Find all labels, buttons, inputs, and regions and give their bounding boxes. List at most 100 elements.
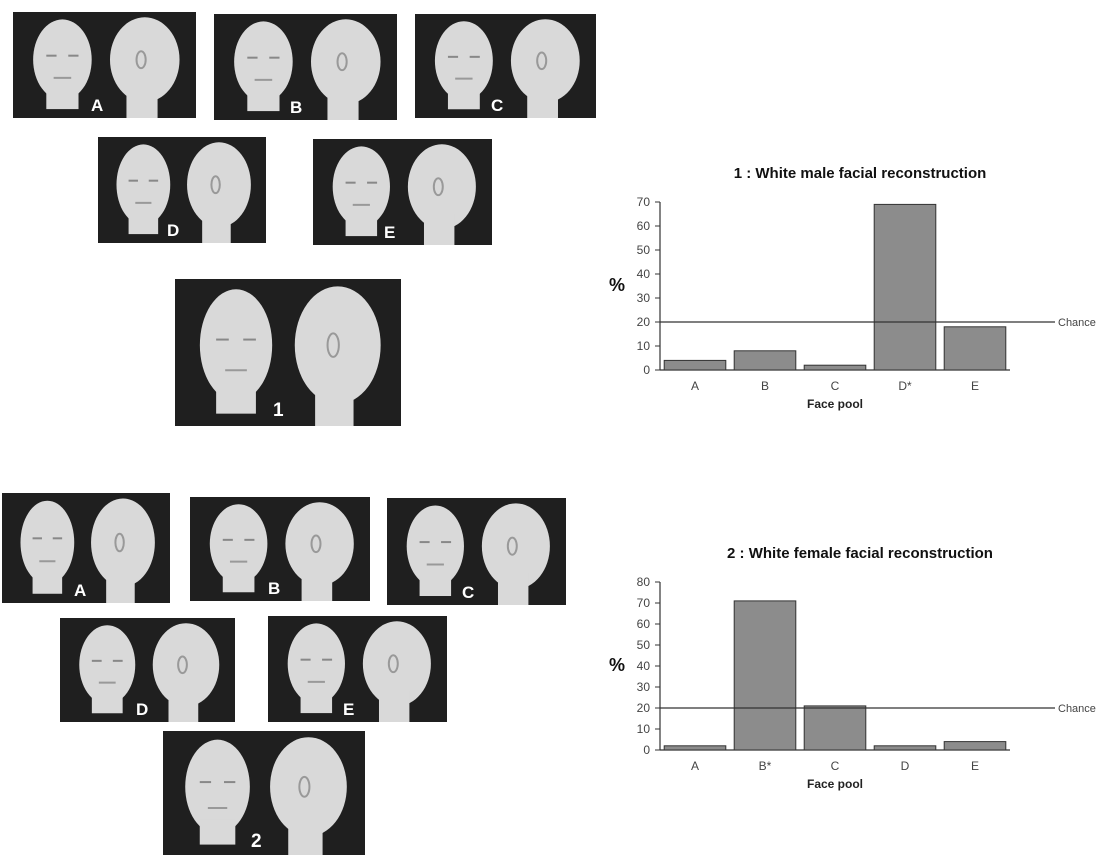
y-tick-label: 40 xyxy=(637,267,651,281)
bar-chart-2: 2 : White female facial reconstruction% 0… xyxy=(590,530,1105,830)
face-panel-1-D: D xyxy=(98,137,266,243)
y-tick-label: 10 xyxy=(637,339,651,353)
profile-head-icon xyxy=(510,19,580,118)
profile-head-icon xyxy=(270,737,347,855)
front-head-icon xyxy=(209,504,268,593)
profile-head-icon xyxy=(152,623,220,722)
heads-illustration xyxy=(33,17,180,118)
x-tick-label: D xyxy=(901,759,910,773)
heads-illustration xyxy=(234,19,381,120)
bar-D xyxy=(873,745,937,751)
profile-head-icon xyxy=(310,19,381,120)
panel-label: E xyxy=(343,700,355,719)
face-panel-1-A: A xyxy=(13,12,196,118)
x-tick-label: D* xyxy=(898,379,912,393)
profile-head-icon xyxy=(481,503,550,605)
bar-C xyxy=(803,364,867,371)
heads-illustration xyxy=(434,19,580,118)
bar-B xyxy=(733,350,797,371)
panel-label: B xyxy=(290,98,303,117)
face-panel-1-reconstruction: 1 xyxy=(175,279,401,426)
chance-label: Chance xyxy=(1058,703,1096,715)
x-axis-label: Face pool xyxy=(807,777,863,791)
y-tick-label: 80 xyxy=(637,575,651,589)
profile-head-icon xyxy=(91,498,155,603)
x-tick-label: C xyxy=(831,759,840,773)
face-panel-2-B: B xyxy=(190,497,370,601)
front-head-icon xyxy=(434,21,493,110)
profile-head-icon xyxy=(407,144,476,245)
heads-illustration xyxy=(20,498,155,603)
bar-D* xyxy=(873,203,937,371)
panel-label: A xyxy=(74,581,87,600)
front-head-icon xyxy=(287,623,345,714)
y-axis-label: % xyxy=(609,275,625,295)
y-tick-label: 70 xyxy=(637,195,651,209)
chart-2-svg: 2 : White female facial reconstruction% 0… xyxy=(609,545,1096,791)
panel-label: 1 xyxy=(273,400,284,421)
x-tick-label: A xyxy=(691,379,699,393)
y-tick-label: 60 xyxy=(637,617,651,631)
face-panel-1-C: C xyxy=(415,14,596,118)
face-panel-1-E: E xyxy=(313,139,492,245)
bar-B* xyxy=(733,600,797,751)
bar-A xyxy=(663,745,727,751)
x-tick-label: C xyxy=(831,379,840,393)
face-panel-2-C: C xyxy=(387,498,566,605)
face-panel-2-reconstruction: 2 xyxy=(163,731,365,855)
y-tick-label: 70 xyxy=(637,596,651,610)
y-tick-label: 50 xyxy=(637,243,651,257)
panel-label: C xyxy=(462,583,475,602)
x-tick-label: B xyxy=(761,379,769,393)
panel-label: 2 xyxy=(251,831,262,852)
face-panel-2-A: A xyxy=(2,493,170,603)
chart-title: 2 : White female facial reconstruction xyxy=(727,545,993,562)
panel-label: A xyxy=(91,96,104,115)
heads-illustration xyxy=(79,623,220,722)
front-head-icon xyxy=(406,505,464,597)
heads-illustration xyxy=(209,502,354,601)
profile-head-icon xyxy=(187,142,251,243)
x-tick-label: E xyxy=(971,759,979,773)
chart-1-svg: 1 : White male facial reconstruction% 0 10… xyxy=(609,165,1096,411)
y-tick-label: 20 xyxy=(637,315,651,329)
y-tick-label: 0 xyxy=(643,743,650,757)
panel-label: C xyxy=(491,96,504,115)
y-tick-label: 40 xyxy=(637,659,651,673)
y-tick-label: 50 xyxy=(637,638,651,652)
y-axis-label: % xyxy=(609,655,625,675)
face-panel-2-E: E xyxy=(268,616,447,722)
profile-head-icon xyxy=(109,17,180,118)
panel-label: E xyxy=(384,223,396,242)
bar-A xyxy=(663,359,727,371)
profile-head-icon xyxy=(362,621,431,722)
y-tick-label: 60 xyxy=(637,219,651,233)
bar-E xyxy=(943,741,1007,751)
x-tick-label: A xyxy=(691,759,699,773)
bar-chart-1: 1 : White male facial reconstruction% 0 10… xyxy=(590,150,1105,450)
front-head-icon xyxy=(199,289,273,414)
profile-head-icon xyxy=(294,286,381,426)
front-head-icon xyxy=(33,19,92,110)
heads-illustration xyxy=(116,142,251,243)
front-head-icon xyxy=(79,625,136,714)
front-head-icon xyxy=(332,146,390,237)
x-tick-label: E xyxy=(971,379,979,393)
bar-C xyxy=(803,705,867,751)
front-head-icon xyxy=(185,739,250,845)
heads-illustration xyxy=(185,737,347,855)
panel-label: D xyxy=(136,700,149,719)
panel-label: D xyxy=(167,221,180,240)
y-tick-label: 20 xyxy=(637,701,651,715)
heads-illustration xyxy=(332,144,476,245)
y-tick-label: 0 xyxy=(643,363,650,377)
front-head-icon xyxy=(20,500,75,594)
y-tick-label: 30 xyxy=(637,291,651,305)
chance-label: Chance xyxy=(1058,317,1096,329)
front-head-icon xyxy=(234,21,293,112)
y-tick-label: 30 xyxy=(637,680,651,694)
heads-illustration xyxy=(287,621,431,722)
profile-head-icon xyxy=(285,502,354,601)
face-panel-2-D: D xyxy=(60,618,235,722)
chart-title: 1 : White male facial reconstruction xyxy=(734,165,987,182)
